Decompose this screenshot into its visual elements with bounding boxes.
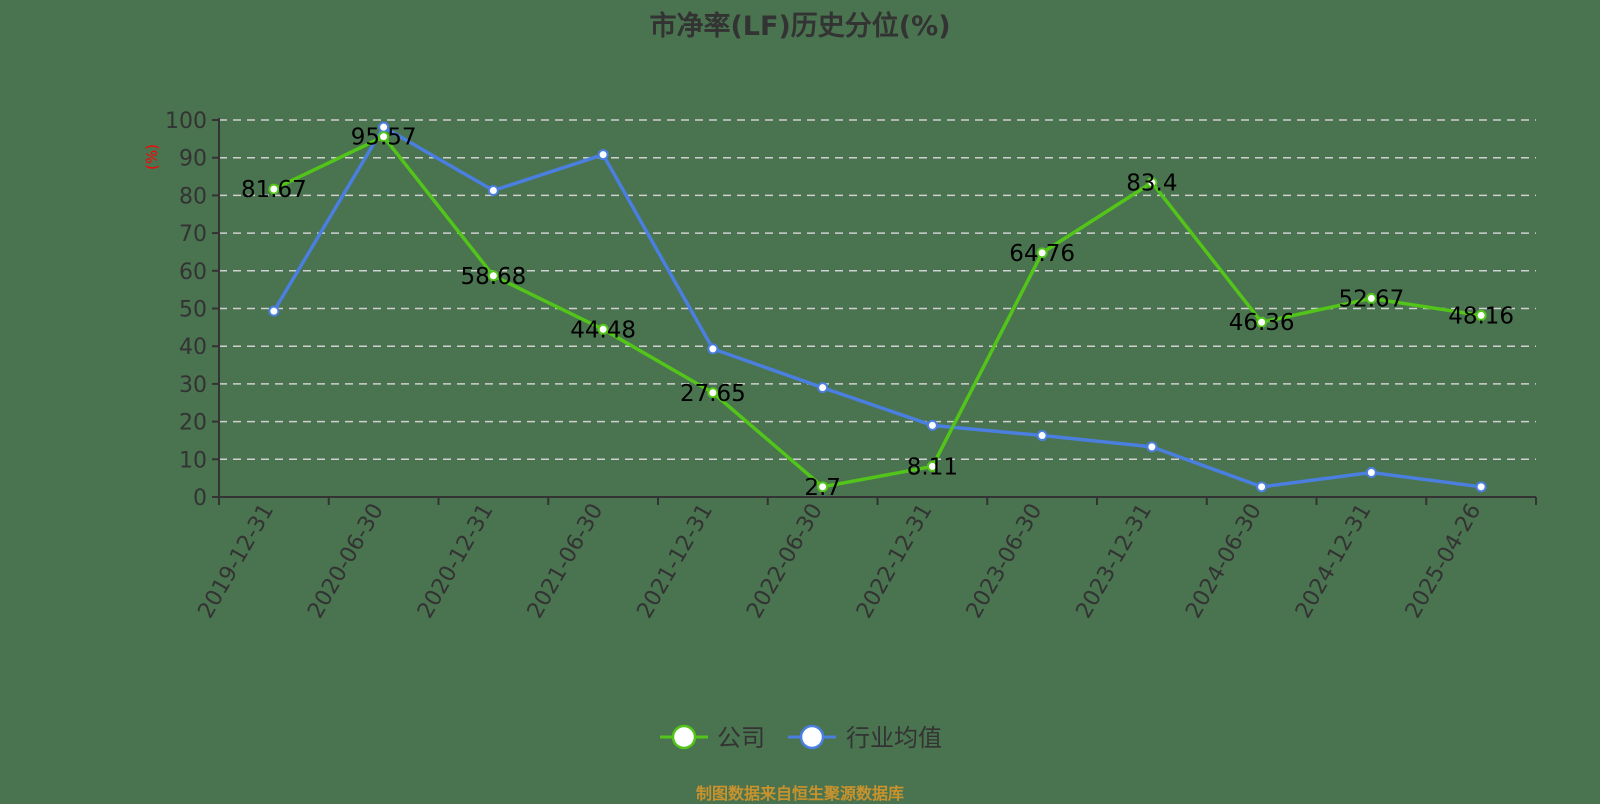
data-point-industry[interactable]: [1146, 441, 1158, 453]
grid-lines: [219, 119, 1536, 461]
data-label-company: 44.48: [570, 317, 636, 343]
data-label-company: 2.7: [804, 475, 841, 501]
data-point-company[interactable]: [487, 270, 499, 282]
data-point-company[interactable]: [817, 481, 829, 493]
data-point-company[interactable]: [1036, 247, 1048, 259]
legend-marker-industry-icon: [799, 724, 825, 750]
x-tick-label: 2022-12-31: [852, 500, 938, 623]
y-tick-label: 0: [193, 486, 207, 511]
legend-label-industry: 行业均值: [846, 724, 942, 752]
x-tick-label: 2023-12-31: [1071, 500, 1157, 623]
data-label-company: 8.11: [907, 454, 958, 480]
legend-marker-company-icon: [671, 724, 697, 750]
y-axis: 0 10 20 30 40 50 60 70 80 90 100: [165, 109, 220, 511]
data-point-industry[interactable]: [817, 382, 829, 394]
data-point-industry[interactable]: [926, 419, 938, 431]
data-label-company: 95.57: [351, 125, 417, 151]
x-tick-label: 2022-06-30: [742, 500, 828, 623]
data-point-industry[interactable]: [597, 149, 609, 161]
data-label-company: 81.67: [241, 177, 307, 203]
data-point-company[interactable]: [926, 460, 938, 472]
data-label-company: 46.36: [1229, 310, 1295, 336]
data-label-company: 48.16: [1448, 303, 1514, 329]
data-point-industry[interactable]: [707, 343, 719, 355]
x-tick-label: 2023-06-30: [962, 500, 1048, 623]
data-label-company: 64.76: [1009, 241, 1075, 267]
data-point-industry[interactable]: [487, 184, 499, 196]
chart-title: 市净率(LF)历史分位(%): [649, 11, 951, 42]
x-tick-label: 2024-12-31: [1291, 500, 1377, 623]
data-point-industry[interactable]: [1036, 430, 1048, 442]
y-tick-label: 60: [179, 260, 207, 285]
data-point-company[interactable]: [378, 131, 390, 143]
x-tick-label: 2019-12-31: [193, 500, 279, 623]
y-tick-label: 30: [179, 373, 207, 398]
data-source-note: 制图数据来自恒生聚源数据库: [695, 784, 904, 803]
data-point-industry[interactable]: [1365, 466, 1377, 478]
y-tick-label: 100: [165, 109, 207, 134]
data-point-company[interactable]: [1146, 177, 1158, 189]
data-label-company: 52.67: [1338, 286, 1404, 312]
x-tick-label: 2020-06-30: [303, 500, 389, 623]
y-tick-label: 50: [179, 298, 207, 323]
data-labels: 81.67 95.57 58.68 44.48 27.65 2.7 8.11 64.76 83.…: [241, 125, 1514, 501]
data-label-company: 27.65: [680, 381, 746, 407]
legend: 公司 行业均值: [660, 724, 942, 752]
series-line-company: [273, 134, 1482, 489]
y-tick-label: 20: [179, 411, 207, 436]
data-point-industry[interactable]: [268, 305, 280, 317]
x-tick-label: 2020-12-31: [413, 500, 499, 623]
data-point-company[interactable]: [1475, 309, 1487, 321]
x-tick-label: 2024-06-30: [1181, 500, 1267, 623]
y-axis-label: (%): [143, 144, 161, 170]
legend-item-industry[interactable]: 行业均值: [788, 724, 942, 752]
data-point-industry[interactable]: [1256, 481, 1268, 493]
x-axis: 2019-12-31 2020-06-30 2020-12-31 2021-06-30…: [193, 496, 1537, 623]
x-tick-label: 2021-06-30: [523, 500, 609, 623]
data-point-company[interactable]: [1365, 292, 1377, 304]
data-point-company[interactable]: [707, 387, 719, 399]
data-point-company[interactable]: [268, 183, 280, 195]
legend-label-company: 公司: [717, 724, 765, 752]
data-label-company: 58.68: [460, 264, 526, 290]
series-lines: [268, 121, 1487, 493]
y-tick-label: 90: [179, 147, 207, 172]
series-line-industry: [272, 125, 1482, 489]
y-tick-label: 40: [179, 335, 207, 360]
y-tick-label: 70: [179, 222, 207, 247]
data-point-industry[interactable]: [1475, 481, 1487, 493]
y-tick-label: 10: [179, 448, 207, 473]
x-tick-label: 2025-04-26: [1401, 500, 1487, 623]
data-label-company: 83.4: [1126, 171, 1177, 197]
data-point-company[interactable]: [1256, 316, 1268, 328]
legend-item-company[interactable]: 公司: [660, 724, 765, 752]
y-tick-label: 80: [179, 184, 207, 209]
x-tick-label: 2021-12-31: [632, 500, 718, 623]
data-point-company[interactable]: [597, 323, 609, 335]
